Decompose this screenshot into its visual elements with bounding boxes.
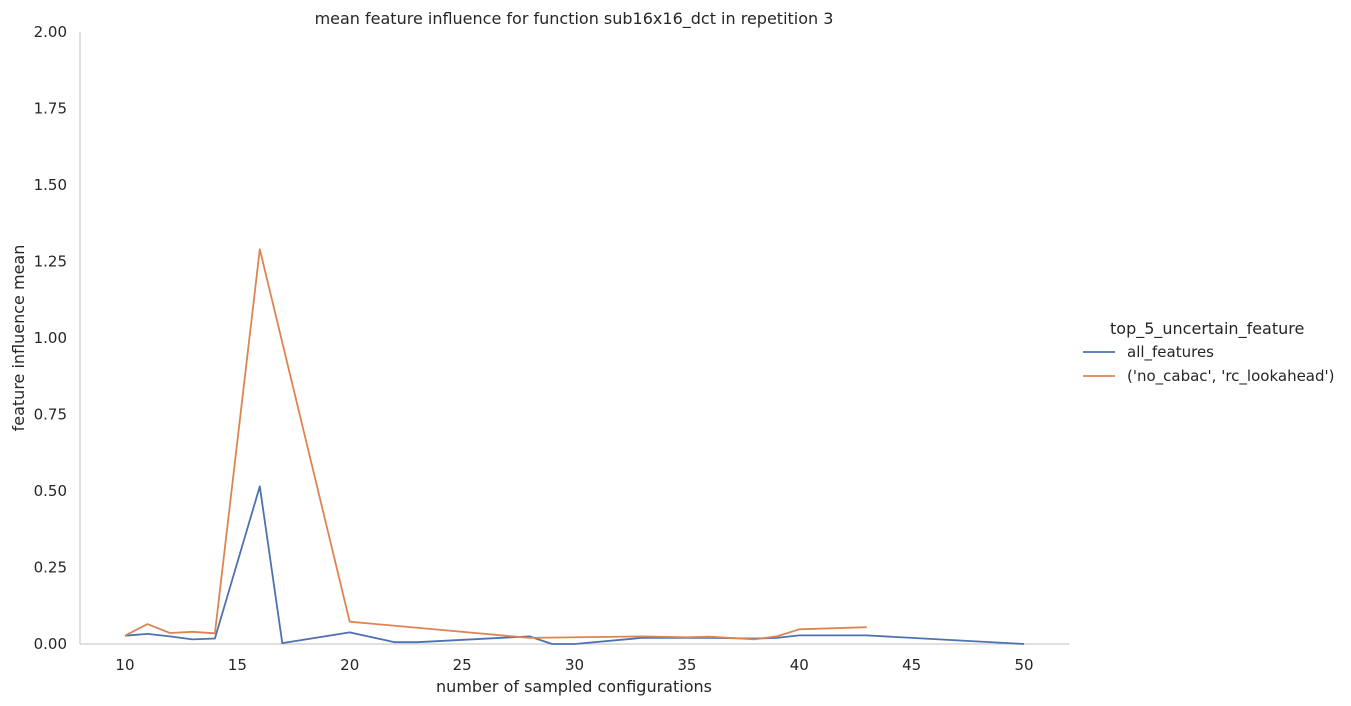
- x-tick-label: 50: [1014, 656, 1033, 674]
- x-tick-label: 30: [565, 656, 584, 674]
- y-axis-ticks: 0.00 0.25 0.50 0.75 1.00 1.25 1.50 1.75 2.00: [34, 23, 67, 653]
- x-tick-label: 35: [677, 656, 696, 674]
- x-tick-label: 40: [790, 656, 809, 674]
- x-axis-ticks: 10 15 20 25 30 35 40 45 50: [115, 656, 1033, 674]
- series-layer: [124, 248, 1025, 645]
- x-tick-label: 20: [340, 656, 359, 674]
- chart-title: mean feature influence for function sub1…: [315, 9, 834, 29]
- y-tick-label: 0.25: [34, 559, 67, 577]
- legend: top_5_uncertain_feature all_features ('no…: [1083, 319, 1335, 386]
- x-tick-label: 45: [902, 656, 921, 674]
- series-line-0: [124, 485, 1025, 645]
- x-tick-label: 10: [115, 656, 134, 674]
- y-tick-label: 1.75: [34, 100, 67, 118]
- y-tick-label: 0.50: [34, 482, 67, 500]
- x-tick-label: 15: [228, 656, 247, 674]
- y-tick-label: 0.75: [34, 406, 67, 424]
- legend-title: top_5_uncertain_feature: [1110, 319, 1304, 339]
- x-tick-label: 25: [453, 656, 472, 674]
- x-axis-label: number of sampled configurations: [436, 677, 712, 696]
- y-tick-label: 1.00: [34, 329, 67, 347]
- y-tick-label: 1.25: [34, 253, 67, 271]
- legend-label: all_features: [1127, 343, 1214, 362]
- y-tick-label: 0.00: [34, 635, 67, 653]
- legend-label: ('no_cabac', 'rc_lookahead'): [1127, 367, 1335, 386]
- y-axis-label: feature influence mean: [9, 245, 28, 432]
- y-tick-label: 1.50: [34, 176, 67, 194]
- y-tick-label: 2.00: [34, 23, 67, 41]
- series-line-1: [124, 248, 867, 641]
